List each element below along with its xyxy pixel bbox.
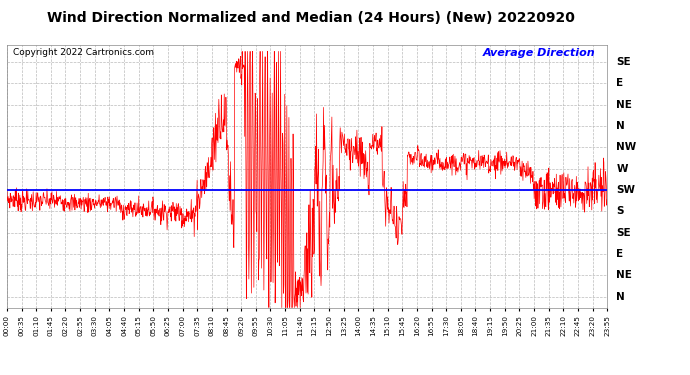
Text: Copyright 2022 Cartronics.com: Copyright 2022 Cartronics.com	[13, 48, 154, 57]
Text: E: E	[616, 249, 623, 259]
Text: N: N	[616, 121, 625, 131]
Text: Average Direction: Average Direction	[482, 48, 595, 58]
Text: NE: NE	[616, 100, 632, 110]
Text: SE: SE	[616, 228, 631, 238]
Text: E: E	[616, 78, 623, 88]
Text: SE: SE	[616, 57, 631, 67]
Text: SW: SW	[616, 185, 635, 195]
Text: Wind Direction Normalized and Median (24 Hours) (New) 20220920: Wind Direction Normalized and Median (24…	[46, 11, 575, 25]
Text: NW: NW	[616, 142, 636, 153]
Text: N: N	[616, 292, 625, 302]
Text: NE: NE	[616, 270, 632, 280]
Text: W: W	[616, 164, 628, 174]
Text: S: S	[616, 207, 624, 216]
